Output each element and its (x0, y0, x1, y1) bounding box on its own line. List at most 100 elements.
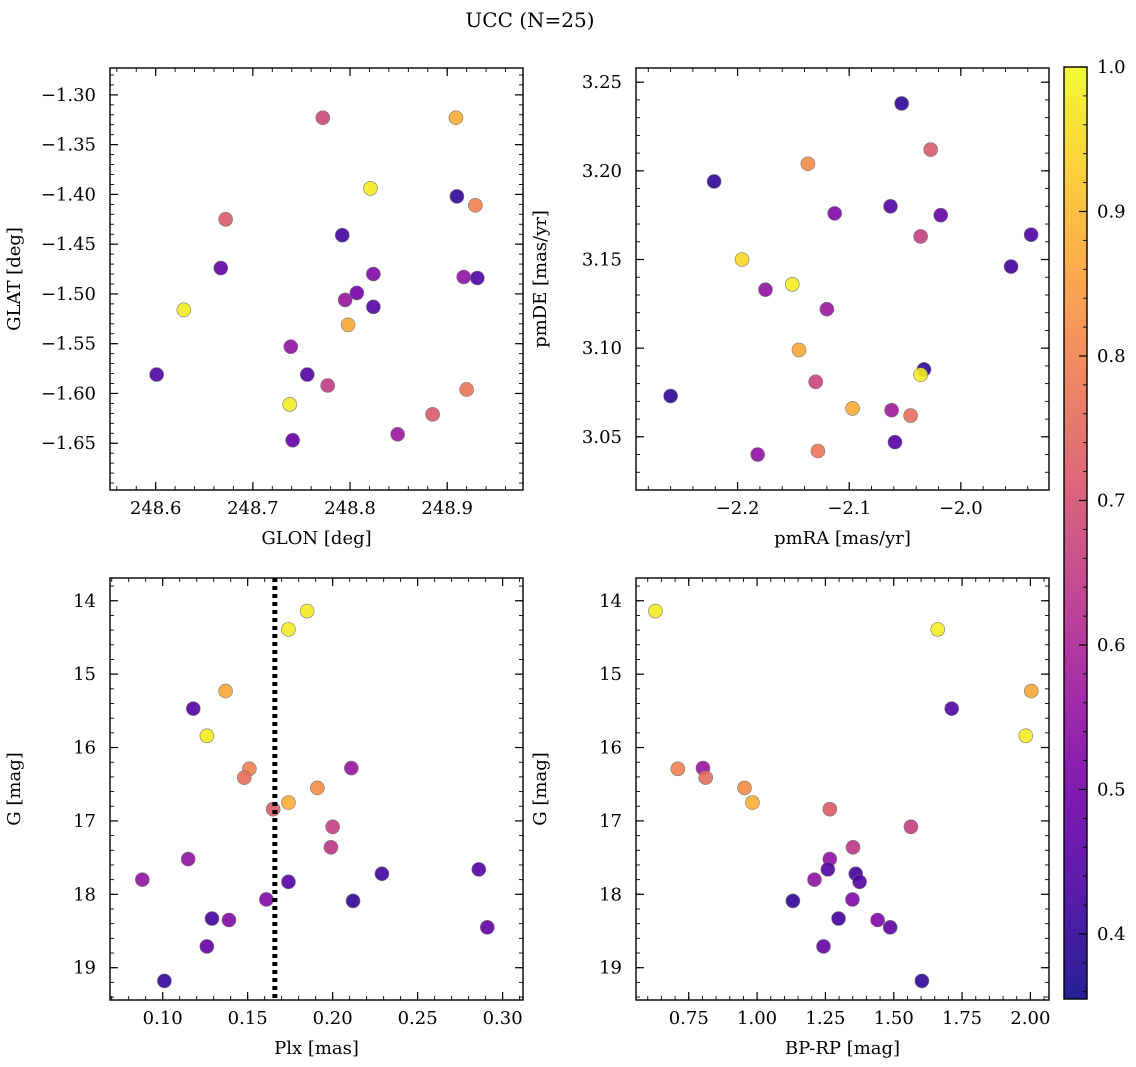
y-tick-label: 19 (73, 958, 96, 979)
x-tick-label: −2.1 (827, 498, 871, 519)
y-axis-label: GLAT [deg] (4, 227, 25, 331)
y-tick-label: −1.45 (41, 234, 96, 255)
data-point (1023, 227, 1039, 242)
x-axis-label: pmRA [mas/yr] (774, 528, 911, 549)
x-tick-label: 0.20 (313, 1008, 353, 1029)
data-point (157, 973, 172, 989)
y-tick-label: −1.35 (41, 135, 96, 156)
x-tick-label: 0.25 (398, 1008, 438, 1029)
data-point (870, 912, 885, 928)
x-tick-label: 0.30 (483, 1008, 523, 1029)
y-tick-label: 3.15 (582, 249, 622, 270)
data-point (176, 302, 192, 318)
data-point (903, 819, 919, 835)
y-tick-label: 18 (599, 884, 622, 905)
data-point (913, 367, 928, 383)
data-point (281, 622, 296, 637)
data-point (345, 893, 361, 909)
data-point (315, 110, 331, 126)
data-point (845, 892, 860, 907)
axes-frame (109, 577, 524, 1001)
data-point (213, 260, 229, 276)
y-tick-label: −1.40 (41, 184, 96, 205)
y-axis-label: G [mag] (4, 752, 25, 825)
colorbar-tick-label: 0.4 (1097, 924, 1126, 945)
data-point (299, 603, 315, 619)
data-point (819, 301, 835, 317)
colorbar-tick-label: 1.0 (1097, 57, 1126, 78)
data-point (758, 282, 773, 297)
panel-4: 0.75 1.00 1.25 1.50 1.75 2.00 14 15 16 17 18 19 BP-R… (530, 577, 1050, 1059)
data-point (320, 378, 335, 393)
data-point (820, 862, 836, 877)
panel-1: 248.6 248.7 248.8 248.9 −1.30 −1.35 −1.40 −1.45… (4, 67, 524, 549)
data-point (648, 603, 663, 619)
data-point (471, 862, 487, 877)
data-point (845, 840, 861, 855)
data-point (363, 181, 378, 196)
data-point (852, 874, 867, 890)
y-tick-label: 15 (599, 664, 622, 685)
data-point (882, 920, 898, 935)
data-point (1003, 259, 1019, 274)
y-tick-label: 17 (599, 811, 622, 832)
data-point (750, 447, 765, 462)
data-point (887, 434, 903, 450)
x-axis-label: Plx [mas] (274, 1038, 359, 1059)
panel-2: −2.2 −2.1 −2.0 3.05 3.10 3.15 3.20 3.25 pmRA [ma… (530, 67, 1050, 549)
axes-frame (635, 577, 1050, 1001)
data-point (299, 367, 315, 382)
data-point (706, 174, 722, 189)
colorbar-tick-label: 0.6 (1097, 635, 1126, 656)
data-point (800, 156, 816, 172)
x-tick-label: 248.7 (227, 498, 279, 519)
data-point (903, 408, 918, 423)
x-tick-label: 1.75 (942, 1008, 982, 1029)
data-point (670, 761, 686, 777)
data-point (282, 397, 298, 412)
data-point (325, 819, 340, 835)
data-point (913, 229, 928, 244)
data-point (816, 939, 831, 954)
data-point (334, 227, 350, 243)
data-point (827, 206, 842, 221)
data-point (185, 701, 201, 716)
colorbar-gradient (1064, 67, 1087, 999)
colorbar-tick-label: 0.9 (1097, 201, 1126, 222)
data-point (737, 780, 752, 796)
data-point (218, 683, 233, 699)
data-point (480, 920, 495, 935)
data-point (734, 252, 750, 267)
x-tick-label: 0.15 (228, 1008, 268, 1029)
x-tick-label: 248.9 (421, 498, 473, 519)
data-point (933, 207, 949, 223)
y-tick-label: −1.60 (41, 383, 96, 404)
data-point (218, 211, 233, 227)
data-point (449, 189, 465, 204)
y-tick-label: 3.20 (582, 161, 622, 182)
data-point (199, 939, 215, 954)
x-tick-label: 1.00 (737, 1008, 777, 1029)
x-tick-label: 248.6 (130, 498, 182, 519)
colorbar: 0.4 0.5 0.6 0.7 0.8 0.9 1.0 (1063, 57, 1126, 1000)
data-point (199, 728, 215, 744)
x-tick-label: −2.0 (939, 498, 983, 519)
data-point (663, 388, 678, 404)
data-point (323, 840, 339, 855)
data-point (221, 912, 237, 928)
data-point (134, 872, 150, 887)
y-tick-label: 14 (599, 591, 622, 612)
data-point (831, 911, 846, 926)
data-point (366, 299, 381, 315)
data-point (791, 342, 807, 358)
data-point (1023, 683, 1039, 699)
colorbar-tick-label: 0.8 (1097, 346, 1126, 367)
y-tick-label: 16 (73, 738, 96, 759)
y-tick-label: 18 (73, 884, 96, 905)
y-axis-label: pmDE [mas/yr] (530, 210, 551, 348)
y-tick-label: 3.25 (582, 72, 622, 93)
data-point (914, 973, 930, 989)
data-point (425, 407, 440, 422)
axes-frame (635, 67, 1050, 491)
